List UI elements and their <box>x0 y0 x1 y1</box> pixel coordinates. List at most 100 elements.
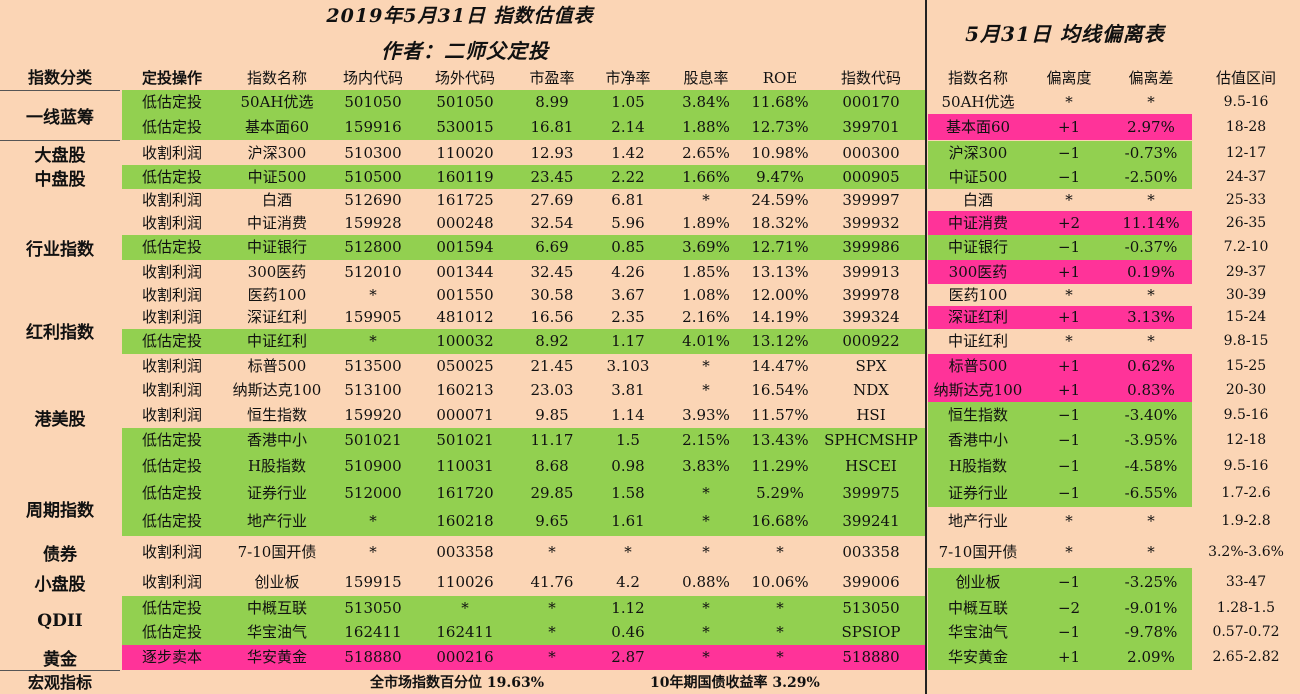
cell-valuation-range: 18-28 <box>1225 119 1267 135</box>
header-div: 股息率 <box>683 69 729 87</box>
cell-onsite: 501021 <box>344 431 402 449</box>
category-label: 小盘股 <box>0 568 120 596</box>
cell-onsite: 513050 <box>344 599 402 617</box>
cell-pb: 1.5 <box>616 431 640 449</box>
cell-offsite: 160119 <box>436 168 494 186</box>
cell-onsite: * <box>369 543 377 561</box>
cell-onsite: 159905 <box>344 308 402 326</box>
cell-deviation: * <box>1065 191 1073 209</box>
cell-pb: 1.42 <box>611 144 645 162</box>
cell-onsite: 512000 <box>344 484 402 502</box>
cell-action: 低估定投 <box>141 238 202 256</box>
cell-roe: 24.59% <box>751 191 809 209</box>
author-line: 作者：二师父定投 <box>381 39 549 63</box>
cell-deviation-diff: 0.83% <box>1127 381 1175 399</box>
cell-onsite: 159920 <box>344 406 402 424</box>
cell-deviation-diff: * <box>1147 512 1155 530</box>
cell-name: 中证银行 <box>246 238 307 256</box>
cell-index-code: 000170 <box>842 93 900 111</box>
category-divider <box>0 90 120 91</box>
cell-dev-name: 深证红利 <box>947 308 1008 326</box>
cell-pb: 1.17 <box>611 332 645 350</box>
cell-deviation-diff: -4.58% <box>1124 457 1178 475</box>
cell-deviation-diff: 2.09% <box>1127 648 1175 666</box>
cell-pe: 9.85 <box>535 406 569 424</box>
row-highlight-left <box>122 114 926 140</box>
cell-roe: * <box>776 648 784 666</box>
cell-dividend: 1.66% <box>682 168 730 186</box>
cell-action: 收割利润 <box>141 214 202 232</box>
cell-deviation: −1 <box>1057 144 1081 162</box>
row-highlight-right <box>928 114 1192 140</box>
row-highlight-right <box>928 354 1192 378</box>
row-highlight-right <box>928 620 1192 645</box>
cell-action: 低估定投 <box>141 118 202 136</box>
cell-offsite: 110026 <box>436 573 494 591</box>
category-label: 红利指数 <box>0 306 120 354</box>
cell-offsite: 000216 <box>436 648 494 666</box>
cell-index-code: NDX <box>853 381 889 399</box>
cell-roe: 13.43% <box>751 431 809 449</box>
cell-deviation: +1 <box>1057 308 1081 326</box>
cell-name: 白酒 <box>261 191 292 209</box>
cell-action: 低估定投 <box>141 599 202 617</box>
cell-deviation: −1 <box>1057 623 1081 641</box>
cell-valuation-range: 1.28-1.5 <box>1216 600 1276 616</box>
row-highlight-left <box>122 453 926 480</box>
cell-index-code: 000905 <box>842 168 900 186</box>
cell-deviation: −1 <box>1057 457 1081 475</box>
cell-offsite: 001550 <box>436 286 494 304</box>
cell-dividend: * <box>702 191 710 209</box>
cell-dev-name: 标普500 <box>948 357 1008 375</box>
header-roe: ROE <box>762 69 798 87</box>
cell-name: 中证红利 <box>246 332 307 350</box>
cell-pe: 41.76 <box>530 573 574 591</box>
cell-dev-name: 7-10国开债 <box>938 543 1018 561</box>
header-category: 指数分类 <box>27 68 92 87</box>
cell-dividend: 2.65% <box>682 144 730 162</box>
category-label: 中盘股 <box>0 165 120 190</box>
cell-offsite: 050025 <box>436 357 494 375</box>
cell-offsite: 481012 <box>436 308 494 326</box>
footer-label: 宏观指标 <box>27 673 92 692</box>
cell-deviation-diff: * <box>1147 286 1155 304</box>
cell-name: 300医药 <box>247 263 307 281</box>
cell-onsite: 162411 <box>344 623 402 641</box>
cell-roe: 10.98% <box>751 144 809 162</box>
row-highlight-right <box>928 428 1192 453</box>
cell-deviation-diff: 2.97% <box>1127 118 1175 136</box>
cell-pe: 8.92 <box>535 332 569 350</box>
cell-action: 收割利润 <box>141 543 202 561</box>
cell-valuation-range: 26-35 <box>1225 215 1267 231</box>
cell-onsite: 513100 <box>344 381 402 399</box>
cell-index-code: 000300 <box>842 144 900 162</box>
cell-pe: 23.45 <box>530 168 574 186</box>
cell-valuation-range: 15-25 <box>1225 358 1267 374</box>
cell-deviation: −1 <box>1057 431 1081 449</box>
cell-pb: 1.14 <box>611 406 645 424</box>
category-label: 周期指数 <box>0 480 120 536</box>
category-label: 一线蓝筹 <box>0 90 120 140</box>
cell-pe: 11.17 <box>530 431 574 449</box>
cell-offsite: 501021 <box>436 431 494 449</box>
row-highlight-left <box>122 507 926 536</box>
cell-roe: * <box>776 599 784 617</box>
cell-deviation: * <box>1065 286 1073 304</box>
cell-offsite: * <box>461 599 469 617</box>
cell-deviation: +1 <box>1057 648 1081 666</box>
cell-index-code: HSI <box>856 406 886 424</box>
cell-roe: 12.73% <box>751 118 809 136</box>
cell-deviation-diff: -2.50% <box>1124 168 1178 186</box>
row-highlight-right <box>928 402 1192 428</box>
cell-dividend: 3.83% <box>682 457 730 475</box>
cell-action: 收割利润 <box>141 191 202 209</box>
cell-valuation-range: 9.5-16 <box>1223 94 1269 110</box>
cell-index-code: 399701 <box>842 118 900 136</box>
cell-dividend: 3.93% <box>682 406 730 424</box>
cell-action: 收割利润 <box>141 308 202 326</box>
cell-index-code: 399913 <box>842 263 900 281</box>
cell-name: 创业板 <box>254 573 300 591</box>
cell-pe: * <box>548 543 556 561</box>
cell-action: 低估定投 <box>141 484 202 502</box>
cell-deviation-diff: 11.14% <box>1122 214 1180 232</box>
